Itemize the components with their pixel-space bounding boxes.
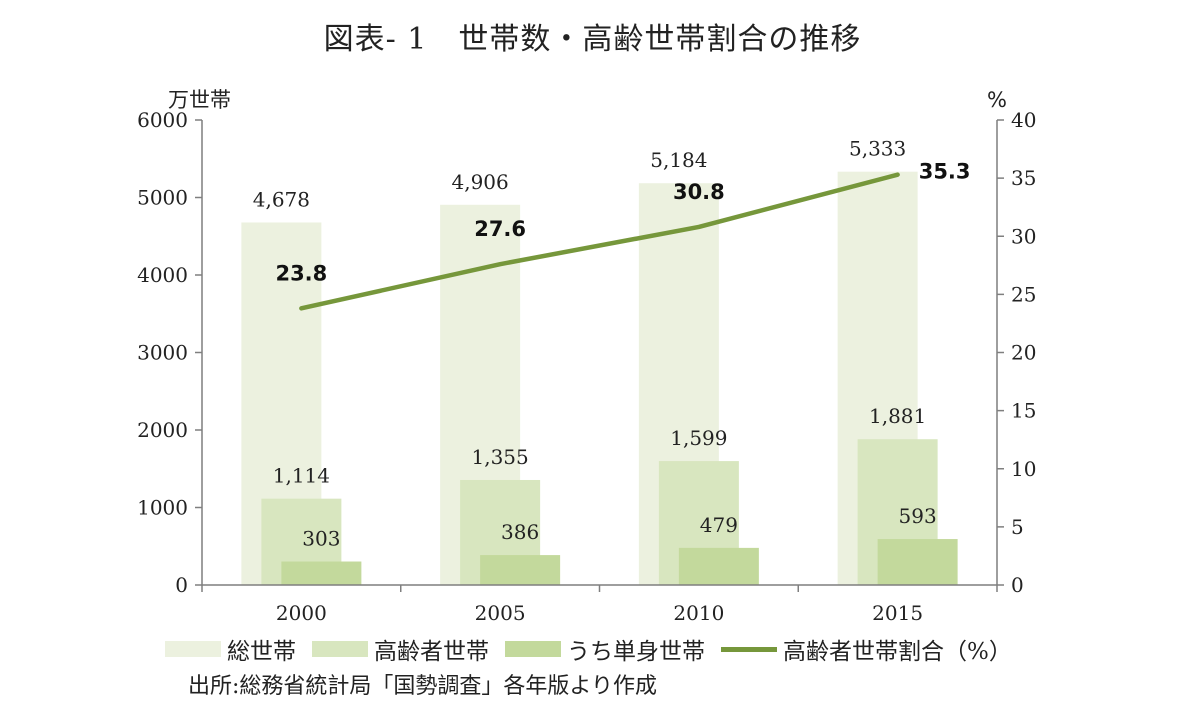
y-right-tick-label-40: 40 bbox=[1011, 108, 1036, 132]
y-left-unit-label: 万世帯 bbox=[168, 88, 231, 112]
legend-swatch-ratio bbox=[721, 646, 777, 652]
y-left-tick-label-2000: 2000 bbox=[137, 418, 188, 442]
data-label-ratio-2005: 27.6 bbox=[474, 217, 526, 241]
y-right-tick-label-25: 25 bbox=[1011, 282, 1036, 306]
legend-label-ratio: 高齢者世帯割合（%） bbox=[783, 639, 1012, 665]
line-elderly-ratio bbox=[299, 172, 900, 311]
bar-single-2010 bbox=[678, 547, 759, 585]
data-label-total-2010: 5,184 bbox=[650, 148, 707, 172]
legend-label-elderly: 高齢者世帯 bbox=[374, 639, 489, 665]
data-label-single-2015: 593 bbox=[899, 504, 937, 528]
y-left-tick-label-0: 0 bbox=[175, 573, 188, 597]
data-label-single-2000: 303 bbox=[302, 527, 340, 551]
data-label-single-2010: 479 bbox=[700, 513, 738, 537]
data-label-single-2005: 386 bbox=[501, 520, 539, 544]
data-label-total-2005: 4,906 bbox=[451, 170, 508, 194]
legend-swatch-single bbox=[505, 641, 561, 657]
y-left-tick-label-4000: 4000 bbox=[137, 263, 188, 287]
data-label-ratio-2015: 35.3 bbox=[919, 160, 971, 184]
legend-swatch-elderly bbox=[312, 641, 368, 657]
y-left-tick-label-5000: 5000 bbox=[137, 186, 188, 210]
x-tick-label-2015: 2015 bbox=[872, 601, 923, 625]
y-left-tick-label-1000: 1000 bbox=[137, 496, 188, 520]
y-right-tick-label-20: 20 bbox=[1011, 341, 1036, 365]
y-left-tick-label-3000: 3000 bbox=[137, 341, 188, 365]
bar-single-2000 bbox=[281, 561, 362, 585]
source-note: 出所:総務省統計局「国勢調査」各年版より作成 bbox=[188, 674, 657, 699]
data-label-elderly-2000: 1,114 bbox=[273, 464, 330, 488]
data-label-ratio-2010: 30.8 bbox=[673, 180, 725, 204]
y-right-tick-label-30: 30 bbox=[1011, 224, 1036, 248]
bar-single-2005 bbox=[480, 555, 561, 585]
x-tick-label-2005: 2005 bbox=[475, 601, 526, 625]
y-right-tick-label-0: 0 bbox=[1011, 573, 1024, 597]
legend-item-total-households: 総世帯 bbox=[165, 632, 296, 666]
y-left-tick-label-6000: 6000 bbox=[137, 108, 188, 132]
x-tick-label-2010: 2010 bbox=[673, 601, 724, 625]
legend-label-single: うち単身世帯 bbox=[567, 639, 705, 665]
y-right-tick-label-15: 15 bbox=[1011, 399, 1036, 423]
data-label-elderly-2005: 1,355 bbox=[471, 445, 528, 469]
legend-swatch-total bbox=[165, 641, 221, 657]
data-label-ratio-2000: 23.8 bbox=[275, 261, 327, 285]
y-right-tick-label-5: 5 bbox=[1011, 515, 1024, 539]
legend-label-total: 総世帯 bbox=[227, 639, 296, 665]
y-right-unit-label: % bbox=[987, 88, 1007, 112]
data-label-elderly-2015: 1,881 bbox=[869, 404, 926, 428]
x-tick-label-2000: 2000 bbox=[276, 601, 327, 625]
y-right-tick-label-35: 35 bbox=[1011, 166, 1036, 190]
chart-title: 図表- 1 世帯数・高齢世帯割合の推移 bbox=[323, 22, 862, 57]
data-label-total-2015: 5,333 bbox=[849, 137, 906, 161]
legend-item-single-households: うち単身世帯 bbox=[505, 632, 705, 666]
y-right-tick-label-10: 10 bbox=[1011, 457, 1036, 481]
data-label-elderly-2010: 1,599 bbox=[670, 426, 727, 450]
legend-item-elderly-ratio: 高齢者世帯割合（%） bbox=[721, 632, 1012, 666]
data-label-total-2000: 4,678 bbox=[253, 187, 310, 211]
bar-single-2015 bbox=[877, 539, 958, 585]
legend-item-elderly-households: 高齢者世帯 bbox=[312, 632, 489, 666]
legend: 総世帯 高齢者世帯 うち単身世帯 高齢者世帯割合（%） bbox=[165, 632, 1028, 666]
